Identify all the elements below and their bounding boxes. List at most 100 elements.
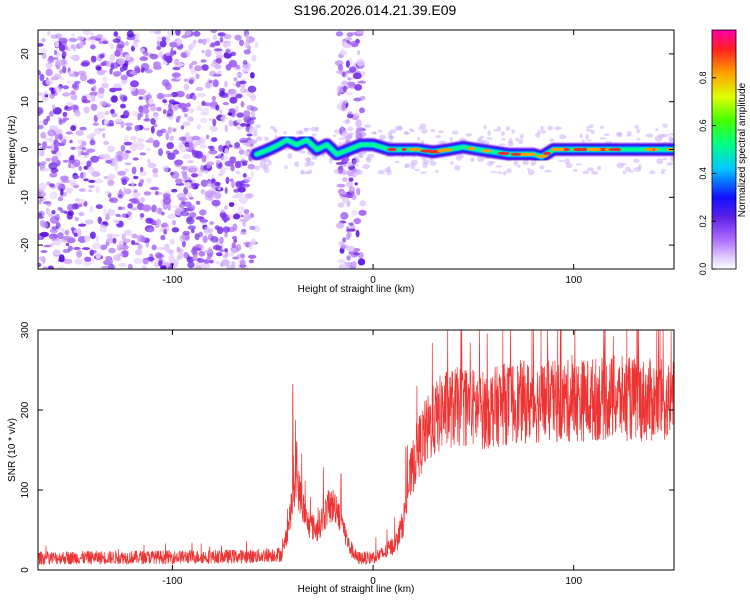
spectrogram-noise-cell (135, 249, 143, 256)
spectrogram-noise-cell (137, 113, 141, 121)
spectrogram-noise-cell (152, 173, 159, 178)
spectrogram-haze-cell (365, 157, 371, 161)
spectrogram-ridge-peak (510, 152, 522, 156)
spectrogram-noise-cell (101, 265, 111, 269)
spectrogram-noise-cell (132, 41, 138, 48)
spectrogram-haze-cell (645, 133, 654, 138)
spectrogram-noise-cell (202, 38, 207, 46)
spectrogram-noise-cell (80, 172, 84, 179)
spectrogram-noise-cell (180, 200, 186, 205)
spectrogram-noise-cell (178, 102, 188, 110)
spectrogram-noise-cell (137, 243, 143, 250)
spectrogram-noise-cell (118, 206, 123, 211)
spectrogram-noise-cell (220, 209, 225, 213)
spectrogram-noise-cell (121, 206, 125, 210)
spectrogram-noise-cell (213, 73, 222, 77)
spectrogram-noise-cell (242, 64, 249, 69)
spectrogram-noise-cell (84, 256, 92, 262)
spectrogram-haze-cell (490, 171, 498, 174)
spectrogram-noise-cell (211, 95, 216, 102)
spectrogram-noise-cell (136, 142, 145, 151)
spectrogram-noise-cell (357, 50, 361, 56)
spectrogram-noise-cell (347, 111, 353, 115)
spectrogram-haze-cell (515, 137, 520, 142)
spectrogram-noise-cell (132, 139, 138, 148)
spectrogram-noise-cell (343, 44, 353, 49)
spectrogram-haze-cell (600, 125, 604, 130)
spectrogram-noise-cell (346, 113, 354, 119)
spectrogram-haze-cell (420, 171, 427, 175)
spectrogram-noise-cell (99, 153, 106, 159)
spectrogram-haze-cell (507, 141, 514, 147)
spectrogram-x-label: Height of straight line (km) (298, 284, 415, 295)
spectrogram-noise-cell (149, 53, 159, 60)
spectrogram-noise-cell (240, 123, 248, 127)
spectrogram-noise-cell (201, 50, 205, 54)
spectrogram-noise-cell (47, 31, 51, 36)
spectrogram-noise-cell (191, 173, 199, 178)
spectrogram-noise-cell (73, 184, 80, 189)
spectrogram-noise-cell (250, 72, 255, 79)
spectrogram-noise-cell (219, 166, 226, 174)
spectrogram-noise-cell (216, 252, 223, 257)
spectrogram-noise-cell (356, 58, 366, 67)
spectrogram-noise-cell (131, 166, 137, 175)
spectrogram-noise-cell (49, 191, 58, 200)
spectrogram-noise-cell (120, 144, 126, 152)
spectrogram-noise-cell (102, 132, 106, 138)
spectrogram-haze-cell (670, 156, 674, 162)
spectrogram-noise-cell (150, 105, 157, 112)
spectrogram-noise-cell (185, 93, 191, 100)
spectrogram-noise-cell (153, 65, 162, 70)
spectrogram-noise-cell (139, 178, 144, 184)
spectrogram-noise-cell (178, 142, 184, 150)
spectrogram-noise-cell (57, 232, 64, 240)
spectrogram-noise-cell (195, 200, 201, 205)
spectrogram-noise-cell (225, 48, 231, 54)
spectrogram-noise-cell (58, 37, 68, 44)
spectrogram-noise-cell (116, 58, 126, 65)
spectrogram-noise-cell (245, 33, 249, 42)
spectrogram-haze-cell (470, 157, 475, 163)
spectrogram-haze-cell (522, 159, 529, 166)
spectrogram-noise-cell (76, 250, 83, 258)
y-tick-label: 0 (20, 146, 31, 152)
spectrogram-noise-cell (113, 218, 120, 225)
spectrogram-noise-cell (51, 155, 59, 164)
spectrogram-noise-cell (176, 115, 182, 119)
spectrogram-haze-cell (366, 153, 375, 159)
spectrogram-noise-cell (186, 50, 191, 58)
spectrogram-noise-cell (143, 127, 150, 131)
spectrogram-noise-cell (89, 231, 96, 239)
spectrogram-noise-cell (235, 244, 242, 251)
spectrogram-noise-cell (198, 231, 204, 238)
spectrogram-noise-cell (95, 37, 102, 41)
spectrogram-noise-cell (100, 244, 108, 250)
snr-x-label: Height of straight line (km) (298, 584, 415, 595)
spectrogram-noise-cell (174, 58, 180, 66)
spectrogram-noise-cell (231, 242, 236, 249)
spectrogram-noise-cell (179, 235, 186, 243)
spectrogram-noise-cell (231, 180, 235, 189)
spectrogram-noise-cell (81, 161, 87, 165)
spectrogram-haze-cell (377, 170, 386, 175)
spectrogram-noise-cell (106, 175, 111, 181)
spectrogram-noise-cell (38, 43, 44, 47)
spectrogram-haze-cell (274, 135, 278, 139)
snr-series-line (38, 330, 674, 565)
snr-x-ticks: -100 0 100 (162, 330, 582, 587)
spectrogram-haze-cell (311, 133, 317, 136)
spectrogram-haze-cell (500, 131, 506, 136)
spectrogram-noise-cell (166, 109, 174, 117)
spectrogram-haze-cell (394, 160, 400, 164)
spectrogram-noise-cell (59, 69, 63, 75)
spectrogram-noise-cell (235, 93, 243, 99)
spectrogram-noise-cell (81, 147, 87, 151)
spectrogram-haze-cell (438, 140, 447, 145)
spectrogram-noise-cell (80, 61, 90, 67)
spectrogram-haze-cell (294, 161, 300, 168)
spectrogram-noise-cell (38, 92, 43, 97)
spectrogram-noise-cell (190, 228, 195, 234)
spectrogram-noise-cell (342, 237, 347, 243)
spectrogram-noise-cell (119, 66, 125, 73)
